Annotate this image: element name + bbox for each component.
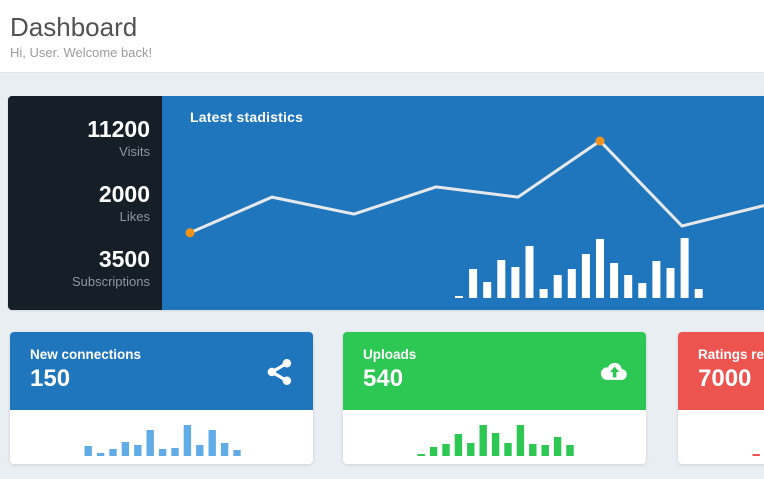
card-value: 540: [363, 365, 404, 392]
page-subtitle: Hi, User. Welcome back!: [10, 45, 153, 60]
card-header: New connections 150: [10, 332, 313, 410]
bar-chart: [455, 238, 703, 298]
card-uploads[interactable]: Uploads 540: [343, 332, 646, 464]
card-sparkline-area: [678, 410, 764, 464]
stat-subscriptions: 3500 Subscriptions: [8, 245, 150, 291]
stat-value: 2000: [98, 181, 150, 207]
sparkline-bar-chart: [84, 425, 241, 456]
sparkline-bar-chart: [752, 454, 760, 456]
stat-label: Subscriptions: [71, 274, 150, 289]
stat-label: Visits: [119, 144, 150, 159]
line-chart: [185, 136, 764, 238]
stat-value: 3500: [98, 246, 150, 272]
stats-summary: 11200 Visits 2000 Likes 3500 Subscriptio…: [8, 96, 162, 310]
stat-value: 11200: [87, 116, 150, 142]
chart-title: Latest stadistics: [190, 109, 304, 125]
page-title: Dashboard: [10, 12, 138, 42]
stat-label: Likes: [119, 209, 150, 224]
statistics-panel: 11200 Visits 2000 Likes 3500 Subscriptio…: [8, 96, 764, 310]
stat-visits: 11200 Visits: [8, 115, 150, 161]
card-header: Ratings received 7000: [678, 332, 764, 410]
card-title: Ratings received: [698, 347, 764, 362]
card-sparkline-area: [343, 410, 646, 464]
card-value: 150: [30, 365, 71, 392]
card-title: New connections: [30, 347, 142, 362]
card-ratings-received[interactable]: Ratings received 7000: [678, 332, 764, 464]
cloud-upload-icon: [598, 357, 628, 387]
card-value: 7000: [698, 365, 752, 392]
latest-statistics-chart: Latest stadistics: [162, 96, 764, 310]
stat-likes: 2000 Likes: [8, 180, 150, 226]
card-new-connections[interactable]: New connections 150: [10, 332, 313, 464]
page-header: Dashboard Hi, User. Welcome back!: [0, 0, 764, 73]
sparkline-bar-chart: [417, 425, 574, 456]
share-icon: [265, 357, 295, 387]
card-header: Uploads 540: [343, 332, 646, 410]
card-sparkline-area: [10, 410, 313, 464]
card-title: Uploads: [363, 347, 417, 362]
